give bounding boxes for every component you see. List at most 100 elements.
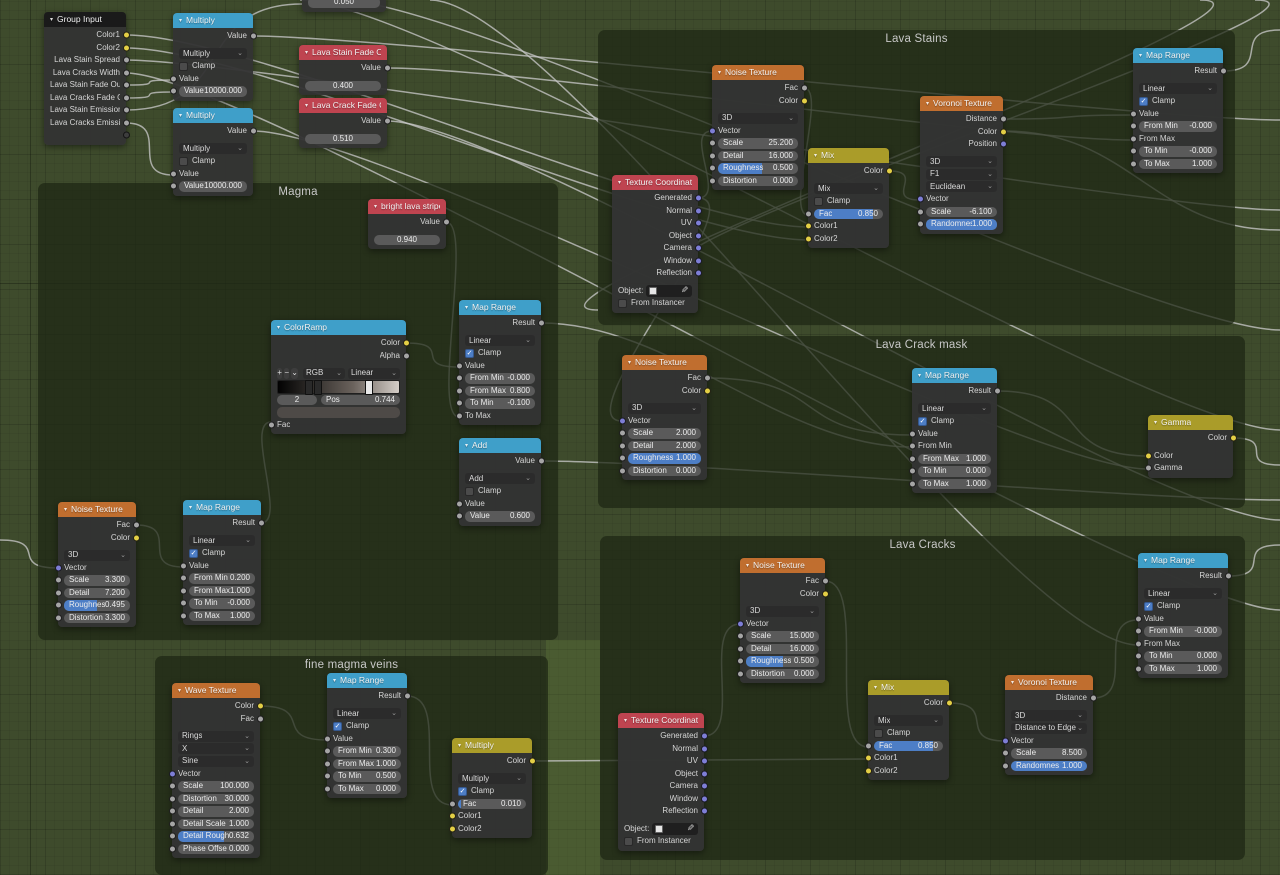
checkbox-Clamp[interactable]: ✓ <box>333 721 342 731</box>
dropdown-Linear[interactable]: Linear ⌄ <box>918 403 991 415</box>
node-colorramp[interactable]: ▾ ColorRamp Color Alpha + − ⌄ RGB ⌄ Linear ⌄ 2 Pos 0.… <box>267 320 410 434</box>
node-noise-texture-cracks[interactable]: ▾ Noise Texture Fac Color 3D ⌄ Vector Scale 15.0… <box>736 558 829 683</box>
node-header[interactable]: ▾ Voronoi Texture <box>1005 675 1093 690</box>
output-socket-Color1[interactable] <box>122 31 130 39</box>
value-field-From Min[interactable]: From Min 0.300 <box>333 746 401 757</box>
value-field-Scale[interactable]: Scale -6.100 <box>926 206 997 217</box>
value-field-Distortion[interactable]: Distortion 0.000 <box>628 465 701 476</box>
colorramp-gradient-bar[interactable] <box>277 379 400 395</box>
node-map-range-center[interactable]: ▾ Map Range Result Linear ⌄ ✓ Clamp Value From M… <box>455 300 545 425</box>
value-field-Randomnes[interactable]: Randomnes 1.000 <box>1011 760 1087 771</box>
checkbox-Clamp[interactable] <box>179 156 188 166</box>
value-field-Distortion[interactable]: Distortion 0.000 <box>746 668 819 679</box>
dropdown-Add[interactable]: Add ⌄ <box>465 473 535 485</box>
dropdown-Linear[interactable]: Linear ⌄ <box>1139 83 1217 95</box>
dropdown-3D[interactable]: 3D ⌄ <box>628 402 701 414</box>
output-socket-Color[interactable] <box>703 387 711 395</box>
output-socket-Result[interactable] <box>993 387 1001 395</box>
output-socket-Color2[interactable] <box>122 44 130 52</box>
input-socket-Roughness[interactable] <box>708 164 716 172</box>
dropdown-Linear[interactable]: Linear ⌄ <box>333 708 401 720</box>
node-header[interactable]: ▾ Map Range <box>1133 48 1223 63</box>
output-socket-Reflection[interactable] <box>700 807 708 815</box>
node-header[interactable]: ▾ Noise Texture <box>58 502 136 517</box>
colorramp-stop-handle[interactable] <box>364 379 373 395</box>
object-picker-field[interactable]: ✎ <box>652 822 698 835</box>
input-socket-Detail Rough[interactable] <box>168 832 176 840</box>
selected-stop-color-swatch[interactable] <box>277 407 400 418</box>
dropdown-F1[interactable]: F1 ⌄ <box>926 168 997 180</box>
node-map-range-crackmask[interactable]: ▾ Map Range Result Linear ⌄ ✓ Clamp Value From M… <box>908 368 1001 493</box>
node-header[interactable]: ▾ Gamma <box>1148 415 1233 430</box>
node-texture-coordinate-1[interactable]: ▾ Texture Coordinate Generated Normal UV Obje… <box>612 175 702 313</box>
value-field-Detail Scale[interactable]: Detail Scale 1.000 <box>178 818 254 829</box>
frame-lava-stains[interactable]: Lava Stains <box>598 30 1235 325</box>
node-header[interactable]: ▾ Mix <box>868 680 949 695</box>
value-field-From Min[interactable]: From Min -0.000 <box>1144 626 1222 637</box>
node-header[interactable]: ▾ ColorRamp <box>271 320 406 335</box>
input-socket-Vector[interactable] <box>54 564 62 572</box>
node-group-input[interactable]: ▾ Group Input Color1 Color2 Lava Stain Sprea… <box>44 12 130 145</box>
input-socket-Value[interactable] <box>455 512 463 520</box>
output-socket-Distance[interactable] <box>1089 694 1097 702</box>
input-socket-To Max[interactable] <box>179 612 187 620</box>
input-socket-Detail[interactable] <box>54 589 62 597</box>
input-socket-To Min[interactable] <box>908 467 916 475</box>
input-socket-Distortion[interactable] <box>168 795 176 803</box>
input-socket-Value[interactable] <box>455 362 463 370</box>
checkbox-Clamp[interactable] <box>874 728 883 738</box>
output-socket-Fac[interactable] <box>703 374 711 382</box>
output-socket-Lava Stain Emission[interactable] <box>122 106 130 114</box>
node-header[interactable]: ▾ Noise Texture <box>622 355 707 370</box>
node-voronoi-stains[interactable]: ▾ Voronoi Texture Distance Color Position 3D ⌄… <box>916 96 1007 234</box>
value-field[interactable]: 0.050 <box>308 0 380 8</box>
value-field-To Min[interactable]: To Min 0.000 <box>918 466 991 477</box>
value-field-To Max[interactable]: To Max 0.000 <box>333 783 401 794</box>
input-socket-Value[interactable] <box>908 430 916 438</box>
input-socket-Scale[interactable] <box>54 576 62 584</box>
input-socket-Roughness[interactable] <box>618 454 626 462</box>
input-socket-From Max[interactable] <box>1129 135 1137 143</box>
value-field-Distortion[interactable]: Distortion 3.300 <box>64 612 130 623</box>
input-socket-Value[interactable] <box>169 170 177 178</box>
dropdown-3D[interactable]: 3D ⌄ <box>1011 710 1087 722</box>
input-socket-From Max[interactable] <box>1134 640 1142 648</box>
output-socket-Result[interactable] <box>1224 572 1232 580</box>
input-socket-To Max[interactable] <box>323 785 331 793</box>
value-field-To Max[interactable]: To Max 1.000 <box>1144 663 1222 674</box>
dropdown-3D[interactable]: 3D ⌄ <box>718 112 798 124</box>
node-header[interactable]: ▾ Map Range <box>459 300 541 315</box>
value-field-From Min[interactable]: From Min -0.000 <box>465 373 535 384</box>
input-socket-Gamma[interactable] <box>1144 464 1152 472</box>
input-socket-Distortion[interactable] <box>618 467 626 475</box>
output-socket-Normal[interactable] <box>694 207 702 215</box>
value-field-To Max[interactable]: To Max 1.000 <box>189 610 255 621</box>
dropdown-Multiply[interactable]: Multiply ⌄ <box>458 773 526 785</box>
value-field-Roughness[interactable]: Roughness 1.000 <box>628 453 701 464</box>
output-socket-Alpha[interactable] <box>402 352 410 360</box>
node-header[interactable]: ▾ Multiply <box>173 13 253 28</box>
node-multiply-color[interactable]: ▾ Multiply Color Multiply ⌄ ✓ Clamp Fac 0.010 Col… <box>448 738 536 838</box>
output-socket-Camera[interactable] <box>694 244 702 252</box>
output-socket-Fac[interactable] <box>256 715 264 723</box>
input-socket-To Min[interactable] <box>455 399 463 407</box>
input-socket-Color2[interactable] <box>804 235 812 243</box>
input-socket-To Min[interactable] <box>1134 652 1142 660</box>
stop-index-field[interactable]: 2 <box>277 394 317 405</box>
input-socket-Fac[interactable] <box>804 210 812 218</box>
input-socket-Value[interactable] <box>169 182 177 190</box>
add-stop-button[interactable]: + <box>277 367 283 379</box>
value-field-To Max[interactable]: To Max 1.000 <box>1139 158 1217 169</box>
dropdown-Rings[interactable]: Rings ⌄ <box>178 730 254 742</box>
input-socket-To Min[interactable] <box>1129 147 1137 155</box>
value-field-From Min[interactable]: From Min 0.200 <box>189 573 255 584</box>
output-socket-UV[interactable] <box>694 219 702 227</box>
output-socket-Fac[interactable] <box>800 84 808 92</box>
value-field-Fac[interactable]: Fac 0.850 <box>874 740 943 751</box>
input-socket-Value[interactable] <box>169 75 177 83</box>
node-add-math[interactable]: ▾ Add Value Add ⌄ Clamp Value Value 0.600 <box>455 438 545 526</box>
node-value-top-fragment[interactable]: 0.050 <box>302 0 386 12</box>
dropdown-Mix[interactable]: Mix ⌄ <box>814 183 883 195</box>
value-field-Scale[interactable]: Scale 8.500 <box>1011 748 1087 759</box>
